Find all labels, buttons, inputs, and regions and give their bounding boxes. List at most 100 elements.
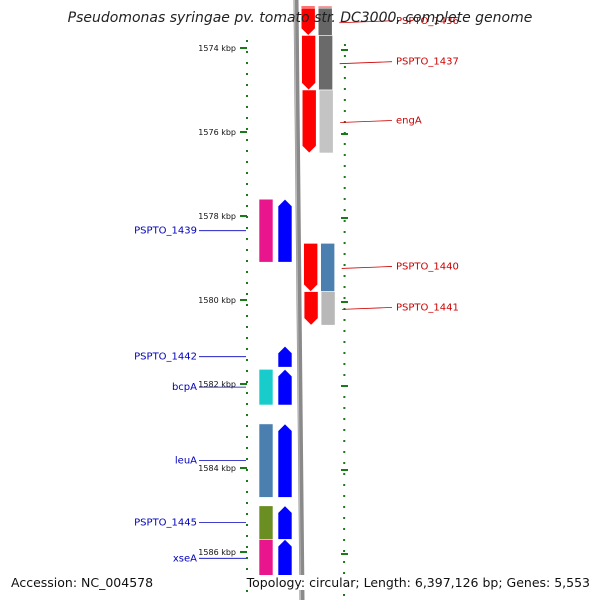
accession-text: Accession: NC_004578 (9, 575, 156, 590)
tick-label: 1582 kbp (198, 380, 236, 389)
tick-dot (343, 110, 346, 112)
forward-gene-labels: PSPTO_1436 PSPTO_1437 engA PSPTO_1440 PSPTO_… (339, 16, 459, 313)
reverse-gene-arrow (277, 345, 293, 368)
reverse-gene-arrow (277, 505, 293, 540)
tick-dot (246, 458, 248, 460)
tick-dot (246, 194, 248, 196)
tick-dot (343, 561, 346, 563)
forward-cds-block (320, 243, 335, 292)
tick-mark (240, 215, 247, 217)
tick-dot (246, 480, 248, 482)
tick-dot (343, 297, 346, 299)
tick-dot (343, 165, 346, 167)
reverse-gene-label: leuA (175, 456, 197, 467)
tick-dot (246, 227, 248, 229)
backbone-highlight (294, 0, 301, 600)
backbone-line (293, 0, 305, 600)
tick-mark (341, 301, 348, 303)
tick-dot (246, 392, 248, 394)
tick-dot (343, 209, 346, 211)
tick-mark (240, 47, 247, 49)
tick-dot (343, 407, 346, 409)
tick-dot (343, 231, 346, 233)
reverse-cds-block (258, 539, 274, 578)
forward-gene-arrow (303, 243, 318, 293)
tick-dot (246, 535, 248, 537)
tick-dot (246, 381, 248, 383)
tick-dot (343, 572, 346, 574)
tick-dot (343, 275, 346, 277)
tick-dot (246, 238, 248, 240)
tick-dot (343, 154, 346, 156)
tick-label: 1586 kbp (198, 548, 236, 557)
forward-gene-label: PSPTO_1440 (396, 261, 459, 272)
tick-dot (343, 374, 346, 376)
tick-dot (343, 44, 346, 46)
tick-dot (343, 341, 346, 343)
tick-dot (246, 282, 248, 284)
tick-dot (343, 418, 346, 420)
tick-dot (246, 161, 248, 163)
tick-dot (343, 88, 346, 90)
forward-gene-track (300, 5, 336, 326)
tick-dot (246, 414, 248, 416)
reverse-gene-labels: PSPTO_1439 PSPTO_1442 bcpA leuA PSPTO_1445xs… (134, 226, 246, 564)
reverse-gene-arrow (277, 423, 293, 498)
tick-dot (246, 106, 248, 108)
tick-mark (341, 133, 348, 135)
tick-dot (343, 319, 346, 321)
forward-gene-label: PSPTO_1441 (396, 302, 459, 313)
tick-dot (246, 73, 248, 75)
reverse-gene-arrow (277, 198, 293, 263)
tick-label: 1576 kbp (198, 128, 236, 137)
tick-dot (246, 304, 248, 306)
tick-dot (343, 550, 346, 552)
tick-dot (343, 66, 346, 68)
forward-cds-block (320, 291, 336, 326)
reverse-gene-arrow (277, 368, 293, 406)
tick-dot (343, 539, 346, 541)
tick-dot (246, 62, 248, 64)
tick-dot (343, 528, 346, 530)
tick-dot (246, 249, 248, 251)
tick-dot (343, 176, 346, 178)
gene-label-leader (339, 20, 393, 24)
tick-dot (246, 370, 248, 372)
tick-dot (343, 330, 346, 332)
reverse-gene-label: bcpA (172, 382, 197, 393)
tick-dot (246, 524, 248, 526)
gene-label-leader (341, 266, 393, 269)
tick-dot (343, 517, 346, 519)
gene-label-leader (340, 120, 393, 123)
tick-dot (343, 429, 346, 431)
tick-mark (240, 467, 247, 469)
tick-mark (240, 299, 247, 301)
tick-dot (343, 451, 346, 453)
forward-gene-arrow (301, 89, 317, 154)
tick-dot (343, 506, 346, 508)
tick-dot (246, 469, 248, 471)
tick-dot (246, 326, 248, 328)
forward-cds-block (318, 89, 334, 154)
tick-dot (343, 363, 346, 365)
tick-dot (246, 51, 248, 53)
tick-dot (343, 286, 346, 288)
tick-label: 1574 kbp (198, 44, 236, 53)
reverse-cds-block (258, 505, 274, 540)
tick-dot (246, 293, 248, 295)
forward-gene-label: PSPTO_1437 (396, 57, 459, 68)
tick-dot (246, 150, 248, 152)
tick-dot (246, 183, 248, 185)
forward-gene-label: engA (396, 116, 422, 127)
forward-cds-block (318, 35, 333, 91)
tick-dot (246, 205, 248, 207)
reverse-cds-block (258, 368, 274, 406)
tick-dot (343, 198, 346, 200)
reverse-cds-block (258, 423, 274, 498)
tick-dot (246, 117, 248, 119)
reverse-gene-label: xseA (173, 553, 197, 564)
tick-dot (246, 172, 248, 174)
tick-mark (240, 131, 247, 133)
reverse-gene-arrow (277, 538, 293, 578)
